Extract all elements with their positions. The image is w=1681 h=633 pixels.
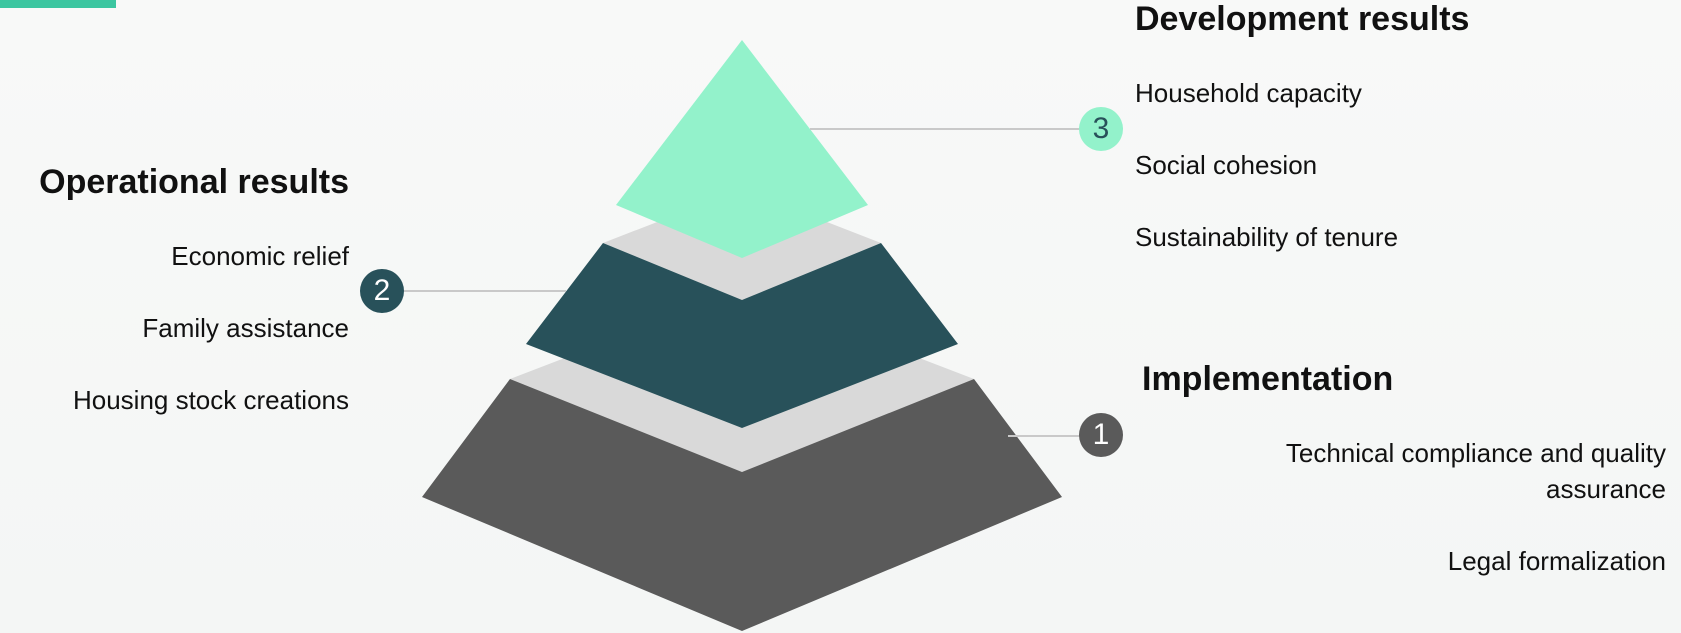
- operational-title: Operational results: [39, 163, 349, 201]
- operational-item-3: Housing stock creations: [72, 385, 349, 415]
- implementation-item-1-continued: assurance: [1546, 474, 1666, 504]
- development-item-3: Sustainability of tenure: [1135, 222, 1399, 252]
- implementation-title: Implementation: [1142, 360, 1394, 398]
- bottom-tier: [422, 379, 1062, 631]
- operational-item-2: Family assistance: [142, 313, 349, 343]
- badge-2: 2: [360, 269, 404, 313]
- middle-tier: [526, 243, 958, 428]
- development-item-2: Social cohesion: [1135, 150, 1318, 180]
- implementation-item-1: Technical compliance and quality: [1285, 438, 1666, 468]
- badge-1: 1: [1079, 413, 1123, 457]
- operational-item-1: Economic relief: [171, 241, 349, 271]
- accent-bar: [0, 0, 116, 8]
- badge-3: 3: [1079, 107, 1123, 151]
- top-tier: [616, 40, 868, 258]
- development-item-1: Household capacity: [1135, 78, 1362, 108]
- development-title: Development results: [1135, 0, 1470, 38]
- implementation-item-2: Legal formalization: [1447, 546, 1666, 576]
